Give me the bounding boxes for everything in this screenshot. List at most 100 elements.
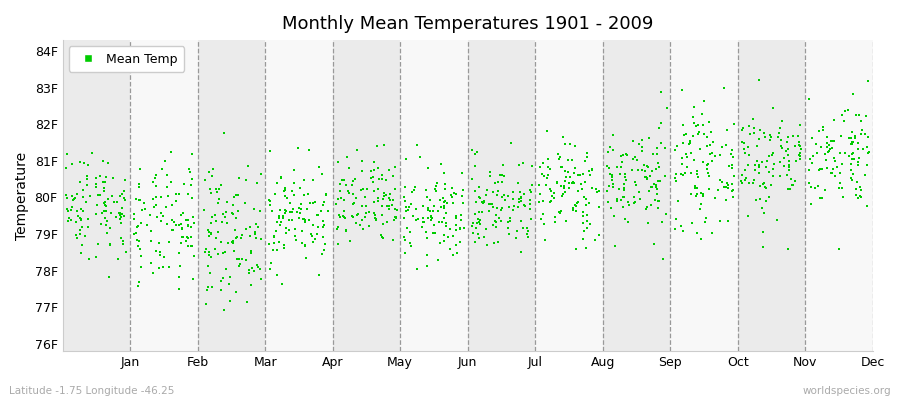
Point bbox=[368, 216, 382, 222]
Point bbox=[572, 188, 586, 194]
Point bbox=[747, 130, 761, 136]
Point bbox=[617, 174, 632, 180]
Point bbox=[148, 175, 162, 181]
Point bbox=[691, 122, 706, 128]
Point bbox=[85, 150, 99, 156]
Point bbox=[377, 192, 392, 199]
Point bbox=[562, 141, 577, 147]
Point bbox=[176, 234, 190, 240]
Point bbox=[642, 188, 656, 195]
Point bbox=[601, 199, 616, 205]
Point bbox=[760, 198, 774, 204]
Point bbox=[198, 177, 212, 184]
Point bbox=[477, 234, 491, 240]
Point bbox=[115, 205, 130, 211]
Point bbox=[853, 118, 868, 124]
Point bbox=[143, 238, 157, 244]
Point bbox=[337, 208, 351, 215]
Point bbox=[316, 218, 330, 224]
Point bbox=[690, 171, 705, 177]
Point bbox=[559, 218, 573, 224]
Point bbox=[674, 222, 688, 229]
Point bbox=[786, 132, 800, 139]
Point bbox=[154, 210, 168, 216]
Point bbox=[438, 181, 453, 188]
Point bbox=[248, 206, 262, 212]
Point bbox=[657, 144, 671, 151]
Point bbox=[676, 228, 690, 235]
Point bbox=[279, 230, 293, 236]
Point bbox=[781, 167, 796, 174]
Point bbox=[202, 169, 216, 176]
Point bbox=[104, 210, 119, 216]
Point bbox=[811, 182, 825, 189]
Point bbox=[474, 199, 489, 205]
Point bbox=[346, 214, 360, 221]
Point bbox=[827, 155, 842, 161]
Point bbox=[567, 143, 581, 149]
Point bbox=[208, 246, 222, 253]
Point bbox=[757, 130, 771, 137]
Point bbox=[370, 143, 384, 150]
Point bbox=[500, 219, 515, 225]
Point bbox=[615, 159, 629, 165]
Point bbox=[620, 152, 634, 158]
Point bbox=[722, 163, 736, 170]
Point bbox=[568, 202, 582, 208]
Point bbox=[254, 276, 268, 283]
Point bbox=[557, 183, 572, 190]
Point bbox=[199, 246, 213, 252]
Point bbox=[786, 182, 800, 188]
Point bbox=[507, 203, 521, 210]
Point bbox=[738, 177, 752, 183]
Point bbox=[353, 221, 367, 228]
Point bbox=[720, 127, 734, 134]
Point bbox=[78, 199, 93, 206]
Point bbox=[199, 301, 213, 307]
Point bbox=[759, 185, 773, 192]
Point bbox=[160, 184, 175, 190]
Point bbox=[416, 215, 430, 222]
Point bbox=[758, 184, 772, 190]
Point bbox=[398, 184, 412, 190]
Point bbox=[773, 158, 788, 165]
Point bbox=[555, 193, 570, 199]
Point bbox=[698, 215, 713, 221]
Point bbox=[472, 235, 486, 241]
Point bbox=[582, 168, 597, 174]
Point bbox=[575, 212, 590, 219]
Point bbox=[73, 231, 87, 237]
Point bbox=[306, 177, 320, 183]
Point bbox=[206, 166, 220, 172]
Point bbox=[519, 225, 534, 231]
Point bbox=[127, 216, 141, 222]
Point bbox=[234, 256, 248, 262]
Point bbox=[131, 181, 146, 188]
Point bbox=[380, 202, 394, 209]
Point bbox=[592, 232, 607, 238]
Point bbox=[64, 216, 78, 223]
Point bbox=[93, 172, 107, 179]
Point bbox=[155, 165, 169, 172]
Point bbox=[81, 216, 95, 222]
Point bbox=[645, 151, 660, 158]
Point bbox=[739, 175, 753, 181]
Point bbox=[399, 204, 413, 210]
Point bbox=[294, 206, 309, 212]
Point bbox=[562, 185, 576, 191]
Point bbox=[543, 166, 557, 172]
Point bbox=[807, 185, 822, 192]
Point bbox=[64, 207, 78, 213]
Point bbox=[767, 161, 781, 167]
Point bbox=[468, 162, 482, 169]
Bar bbox=[266, 40, 333, 351]
Point bbox=[568, 164, 582, 171]
Point bbox=[292, 214, 306, 221]
Point bbox=[556, 134, 571, 140]
Point bbox=[488, 218, 502, 224]
Point bbox=[252, 266, 266, 272]
Point bbox=[437, 232, 452, 238]
Point bbox=[282, 216, 296, 223]
Point bbox=[726, 154, 741, 160]
Point bbox=[640, 175, 654, 182]
